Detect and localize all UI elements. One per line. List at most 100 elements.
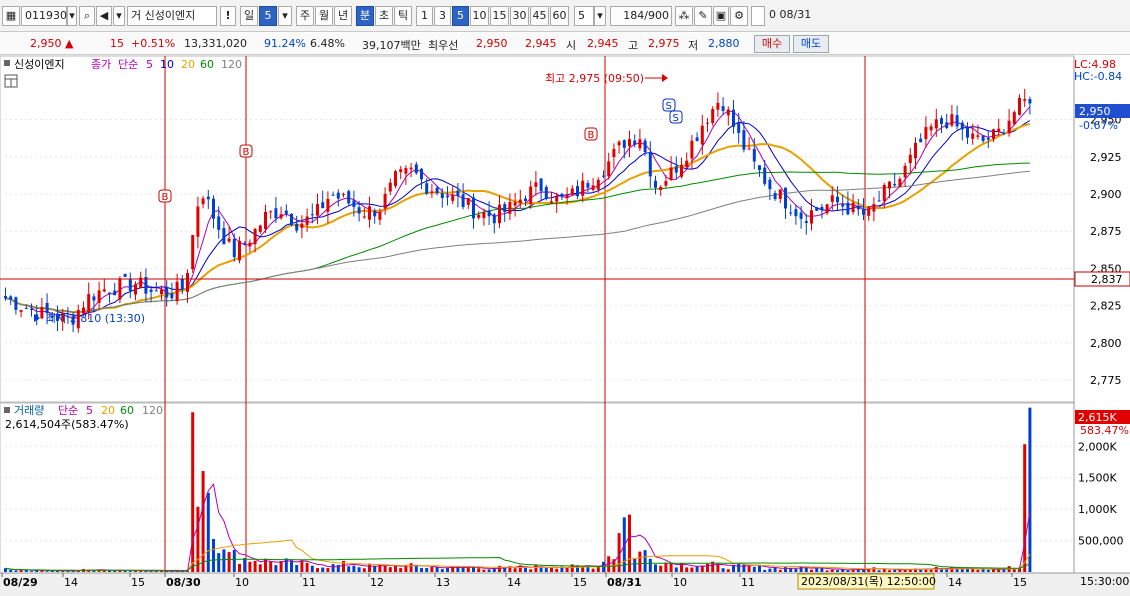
volume-legend-ma5: 5 bbox=[86, 404, 93, 417]
volume-bar bbox=[435, 566, 439, 572]
stock-name-field[interactable]: 거 신성이엔지 bbox=[127, 6, 217, 26]
speaker-icon[interactable]: ◀ bbox=[96, 6, 112, 26]
minute-10[interactable]: 10 bbox=[470, 6, 489, 26]
candle-body bbox=[451, 194, 455, 201]
minute-1[interactable]: 1 bbox=[416, 6, 433, 26]
candle-body bbox=[175, 281, 179, 302]
search-icon[interactable]: ⌕ bbox=[79, 6, 95, 26]
candle-body bbox=[695, 137, 699, 141]
volume-bar bbox=[960, 569, 964, 572]
interval-input[interactable]: 5 bbox=[574, 6, 594, 26]
period-value[interactable]: 5 bbox=[259, 6, 277, 26]
candle-body bbox=[758, 165, 761, 171]
volume-bar bbox=[752, 566, 756, 572]
interval-dropdown-icon[interactable]: ▾ bbox=[594, 6, 606, 26]
period-month[interactable]: 월 bbox=[315, 6, 333, 26]
volume-bar bbox=[758, 565, 761, 572]
buy-marker: B bbox=[162, 192, 169, 203]
candle-body bbox=[102, 289, 106, 292]
speaker-dropdown-icon[interactable]: ▾ bbox=[113, 6, 125, 26]
volume-bar bbox=[430, 566, 434, 572]
candle-body bbox=[30, 308, 33, 311]
minute-3[interactable]: 3 bbox=[434, 6, 451, 26]
volume-bar bbox=[206, 492, 210, 572]
volume-bar bbox=[721, 568, 725, 572]
period-dropdown-icon[interactable]: ▾ bbox=[278, 6, 292, 26]
toolbar: ▦ 011930 ▾ ⌕ ◀ ▾ 거 신성이엔지 ! 일 5 ▾ 주 월 년 분… bbox=[0, 0, 1130, 32]
volume-bar bbox=[570, 564, 574, 572]
volume-bar bbox=[461, 567, 465, 572]
minute-30[interactable]: 30 bbox=[510, 6, 529, 26]
period-minute[interactable]: 분 bbox=[356, 6, 374, 26]
gear-icon[interactable]: ⚙ bbox=[730, 6, 748, 26]
candle-body bbox=[690, 140, 694, 159]
candle-body bbox=[362, 216, 366, 218]
candle-body bbox=[180, 279, 184, 290]
warning-button[interactable]: ! bbox=[220, 6, 236, 26]
volume-bar bbox=[321, 567, 325, 572]
volume-bar bbox=[888, 570, 891, 572]
period-day[interactable]: 일 bbox=[240, 6, 258, 26]
volume-bar bbox=[487, 569, 491, 572]
code-dropdown-icon[interactable]: ▾ bbox=[67, 6, 77, 26]
last-price-value: 2,950 bbox=[1079, 105, 1111, 118]
candle-body bbox=[664, 181, 668, 186]
bar-count-field[interactable]: 184/900 bbox=[610, 6, 672, 26]
volume-bar bbox=[971, 568, 975, 572]
crosshair-price-value: 2,837 bbox=[1091, 273, 1123, 286]
volume-bar bbox=[685, 567, 689, 572]
volume-bar bbox=[492, 568, 496, 572]
candle-body bbox=[321, 202, 325, 209]
volume-bar bbox=[362, 568, 366, 572]
candle-body bbox=[1023, 99, 1027, 101]
sell-button[interactable]: 매도 bbox=[793, 35, 829, 53]
period-tick[interactable]: 틱 bbox=[394, 6, 412, 26]
date-field[interactable]: 0 08/31 bbox=[766, 6, 812, 26]
volume-bar bbox=[836, 570, 839, 572]
panel-handle-icon[interactable] bbox=[4, 60, 10, 66]
period-week[interactable]: 주 bbox=[296, 6, 314, 26]
volume-bar bbox=[139, 570, 143, 572]
minute-15[interactable]: 15 bbox=[490, 6, 509, 26]
volume-bar bbox=[66, 571, 70, 572]
candle-body bbox=[893, 183, 897, 186]
save-icon[interactable]: ▣ bbox=[713, 6, 729, 26]
grid-icon[interactable]: ▦ bbox=[2, 6, 20, 26]
volume-bar bbox=[1028, 407, 1032, 572]
draw-tools-icon[interactable]: ✎ bbox=[694, 6, 712, 26]
candle-body bbox=[565, 194, 569, 199]
legend-close: 종가 bbox=[91, 58, 111, 71]
volume-panel-handle-icon[interactable] bbox=[4, 407, 10, 413]
period-year[interactable]: 년 bbox=[334, 6, 352, 26]
volume-bar bbox=[747, 565, 751, 572]
volume-bar bbox=[4, 568, 7, 572]
volume-bar bbox=[503, 566, 507, 572]
minute-5[interactable]: 5 bbox=[452, 6, 469, 26]
candle-body bbox=[492, 214, 496, 224]
trade-marker-box bbox=[239, 144, 253, 158]
candle-body bbox=[685, 160, 689, 168]
volume-average-ma5 bbox=[5, 483, 1031, 572]
minute-45[interactable]: 45 bbox=[530, 6, 549, 26]
date-zero: 0 bbox=[769, 8, 776, 21]
volume-bar bbox=[316, 568, 319, 572]
volume-bar bbox=[700, 565, 704, 572]
candle-body bbox=[45, 302, 49, 314]
up-arrow-icon: ▲ bbox=[65, 37, 74, 50]
minute-60[interactable]: 60 bbox=[550, 6, 569, 26]
period-second[interactable]: 초 bbox=[375, 6, 393, 26]
volume-bar bbox=[763, 569, 767, 572]
candle-body bbox=[596, 179, 600, 190]
date-checkbox[interactable] bbox=[751, 6, 765, 26]
chart-tools-icon[interactable]: ⁂ bbox=[675, 6, 693, 26]
candle-body bbox=[815, 207, 819, 211]
volume-bar bbox=[305, 562, 309, 572]
stock-code-input[interactable]: 011930 bbox=[21, 6, 67, 26]
volume-bar bbox=[856, 568, 860, 572]
candle-body bbox=[997, 128, 1001, 133]
volume-bar bbox=[914, 568, 917, 572]
buy-button[interactable]: 매수 bbox=[754, 35, 790, 53]
last-price-pct: -0.67% bbox=[1079, 119, 1118, 132]
low-arrow-icon bbox=[34, 314, 40, 322]
legend-ma60: 60 bbox=[200, 58, 214, 71]
